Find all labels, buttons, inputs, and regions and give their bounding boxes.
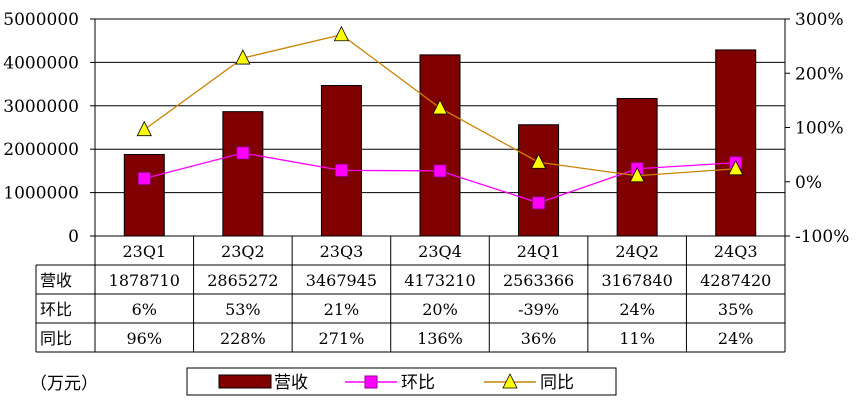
bars: [123, 49, 757, 237]
qoq-marker: [236, 146, 250, 160]
legend-label-qoq: 环比: [401, 373, 435, 393]
yoy-marker: [136, 120, 152, 137]
yoy-marker: [235, 49, 251, 65]
legend-label-revenue: 营收: [274, 373, 308, 393]
bar-23Q1: [123, 153, 165, 237]
table-cell: 20%: [422, 300, 458, 319]
table-cell: 4287420: [700, 271, 771, 290]
table-cell: 21%: [324, 300, 360, 319]
table-cell: -39%: [518, 300, 559, 319]
qoq-marker: [532, 196, 545, 210]
table-cell: 228%: [220, 329, 266, 348]
table-cell: 3467945: [306, 271, 377, 290]
bar-24Q1: [518, 124, 560, 237]
category-label: 24Q1: [517, 242, 561, 261]
table-cell: 271%: [319, 329, 365, 348]
row-label: 营收: [40, 271, 72, 290]
left-tick-label: 2000000: [3, 140, 79, 160]
legend-swatch-yoy-marker: [502, 373, 518, 389]
table-cell: 11%: [619, 329, 655, 348]
category-label: 23Q3: [320, 242, 364, 261]
category-label: 23Q2: [221, 242, 265, 261]
unit-label: （万元）: [30, 374, 98, 394]
table-cell: 6%: [132, 300, 157, 319]
left-tick-label: 4000000: [3, 53, 79, 73]
yoy-marker: [629, 166, 645, 183]
category-label: 23Q4: [418, 242, 462, 261]
table-cell: 3167840: [602, 271, 673, 290]
table-cell: 96%: [127, 329, 163, 348]
table-cell: 53%: [225, 300, 261, 319]
table-cell: 24%: [619, 300, 655, 319]
table-cell: 36%: [521, 329, 557, 348]
row-label: 同比: [40, 329, 72, 348]
table-cell: 4173210: [404, 271, 475, 290]
right-tick-label: -100%: [795, 227, 849, 247]
qoq-marker: [137, 172, 151, 185]
data-table: 23Q1 23Q2 23Q3 23Q4 24Q1 24Q2 24Q3 营收 1878710 286…: [35, 236, 786, 353]
category-label: 24Q3: [714, 242, 758, 261]
row-label: 环比: [40, 300, 72, 319]
legend-swatch-revenue: [218, 374, 272, 389]
legend-swatch-qoq-marker: [364, 375, 378, 389]
bar-23Q4: [419, 54, 461, 237]
axes: 0 1000000 2000000 3000000 4000000 5000000 -100…: [3, 10, 849, 247]
bar-24Q3: [715, 49, 757, 237]
right-tick-label: 100%: [795, 119, 844, 139]
category-label: 23Q1: [122, 242, 166, 261]
lines: [136, 25, 744, 210]
yoy-marker: [530, 153, 547, 169]
table-cell: 24%: [718, 329, 754, 348]
yoy-marker: [333, 25, 350, 42]
table-cell: 35%: [718, 300, 754, 319]
left-tick-label: 1000000: [3, 184, 79, 204]
right-tick-label: 300%: [795, 10, 844, 30]
legend-label-yoy: 同比: [540, 373, 574, 393]
yoy-marker: [432, 99, 448, 115]
table-cell: 1878710: [109, 271, 180, 290]
legend: 营收 环比 同比: [186, 367, 617, 396]
left-tick-label: 3000000: [3, 97, 79, 117]
table-cell: 2865272: [207, 271, 278, 290]
right-tick-label: 0%: [795, 173, 822, 193]
left-tick-label: 0: [68, 227, 79, 247]
yoy-marker: [728, 159, 744, 176]
bar-23Q3: [320, 84, 362, 237]
left-tick-label: 5000000: [3, 10, 79, 30]
qoq-marker: [335, 163, 348, 177]
table-cell: 136%: [417, 329, 463, 348]
bar-23Q2: [222, 111, 264, 237]
category-label: 24Q2: [615, 242, 659, 261]
qoq-marker: [433, 164, 447, 178]
table-cell: 2563366: [503, 271, 574, 290]
right-tick-label: 200%: [795, 64, 844, 84]
